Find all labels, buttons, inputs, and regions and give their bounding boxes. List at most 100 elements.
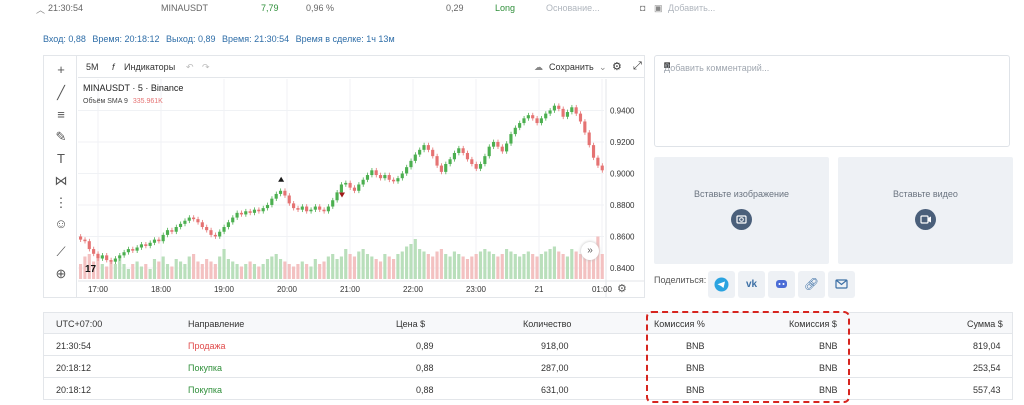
- volume-bar: [152, 259, 157, 279]
- email-share-button[interactable]: [828, 271, 855, 298]
- ruler-icon[interactable]: ⟋: [56, 244, 66, 259]
- candle: [452, 152, 456, 160]
- axis-settings-icon[interactable]: ⚙: [617, 283, 627, 295]
- candle: [574, 107, 578, 114]
- camera-icon[interactable]: [731, 209, 752, 230]
- smiley-icon[interactable]: ☺: [54, 216, 68, 231]
- volume-bar: [213, 264, 217, 279]
- copy-link-button[interactable]: 🔗︎: [798, 271, 825, 298]
- candle: [570, 107, 574, 113]
- candle: [239, 212, 243, 215]
- candle: [79, 236, 83, 240]
- fib-lines-icon[interactable]: ≡: [57, 107, 65, 122]
- candle: [370, 170, 374, 176]
- cell-fee-percent: BNB: [686, 341, 705, 351]
- x-tick-label: 21: [535, 285, 544, 294]
- candle: [522, 118, 526, 124]
- comment-input[interactable]: Добавить комментарий...: [654, 55, 1010, 147]
- cell-fee-percent: BNB: [686, 385, 705, 395]
- video-icon[interactable]: [915, 209, 936, 230]
- candle: [92, 249, 96, 254]
- volume-bar: [79, 264, 83, 279]
- table-row[interactable]: 21:30:54 Продажа 0,89 918,00 BNB BNB 819…: [44, 335, 1012, 356]
- indicators-button[interactable]: Индикаторы: [124, 62, 176, 72]
- candle: [100, 255, 104, 259]
- volume-bar: [513, 254, 517, 279]
- image-upload-area[interactable]: Вставьте изображение: [654, 157, 829, 264]
- telegram-share-button[interactable]: [708, 271, 735, 298]
- candle: [161, 234, 165, 242]
- candle: [544, 113, 548, 119]
- volume-bar: [161, 256, 165, 279]
- trade-value: 7,79: [261, 3, 279, 13]
- volume-bar: [383, 254, 387, 279]
- save-button[interactable]: Сохранить: [549, 62, 594, 72]
- video-upload-area[interactable]: Вставьте видео: [838, 157, 1013, 264]
- candle: [118, 255, 122, 259]
- volume-bar: [439, 249, 443, 279]
- pattern-icon[interactable]: ⋈: [54, 173, 68, 188]
- candle: [283, 190, 287, 196]
- discord-share-button[interactable]: [768, 271, 795, 298]
- candle: [126, 249, 130, 253]
- redo-icon[interactable]: ↷: [202, 62, 210, 72]
- camera-icon[interactable]: ◘: [640, 3, 646, 13]
- candle: [561, 108, 565, 117]
- cell-sum: 557,43: [973, 385, 1001, 395]
- settings-icon[interactable]: ⚙: [612, 61, 622, 73]
- function-icon[interactable]: f: [112, 62, 115, 72]
- zoom-icon[interactable]: ⊕: [55, 266, 67, 281]
- video-icon[interactable]: ▣: [654, 3, 663, 13]
- candle: [296, 208, 300, 210]
- volume-bar: [205, 259, 209, 279]
- reason-field[interactable]: Основание...: [546, 3, 600, 13]
- y-tick-label: 0.8400: [610, 264, 635, 273]
- candle: [531, 115, 535, 119]
- candle: [261, 208, 265, 212]
- volume-bar: [422, 251, 426, 279]
- y-tick-label: 0.8800: [610, 201, 635, 210]
- volume-bar: [361, 249, 365, 279]
- chevron-up-icon[interactable]: ︿: [36, 5, 46, 15]
- candle: [465, 152, 470, 160]
- vk-icon: vk: [745, 279, 758, 290]
- text-tool-icon[interactable]: T: [57, 151, 65, 166]
- volume-bar: [318, 264, 322, 279]
- volume-bar: [270, 256, 274, 279]
- table-row[interactable]: 20:18:12 Покупка 0,88 631,00 BNB BNB 557…: [44, 379, 1012, 400]
- volume-bar: [87, 254, 91, 279]
- scroll-to-latest-button[interactable]: »: [581, 242, 599, 260]
- prediction-icon[interactable]: ⋮: [54, 195, 68, 210]
- volume-bar: [135, 261, 139, 279]
- trendline-icon[interactable]: ╱: [57, 85, 65, 100]
- candle: [552, 105, 556, 111]
- chevron-down-icon[interactable]: ⌄: [599, 62, 607, 72]
- undo-icon[interactable]: ↶: [186, 62, 194, 72]
- x-tick-label: 17:00: [88, 285, 109, 294]
- candle: [365, 175, 370, 180]
- x-tick-label: 18:00: [151, 285, 172, 294]
- candle: [426, 145, 430, 150]
- candle: [583, 121, 587, 133]
- candle: [278, 190, 283, 194]
- candle: [405, 167, 409, 174]
- vk-share-button[interactable]: vk: [738, 271, 765, 298]
- candle: [591, 145, 596, 158]
- discord-icon: [776, 280, 787, 288]
- candle: [439, 165, 443, 172]
- volume-bar: [231, 261, 235, 279]
- add-button[interactable]: Добавить...: [668, 3, 716, 13]
- brush-icon[interactable]: ✎: [55, 129, 67, 144]
- fullscreen-icon[interactable]: ⤢: [633, 60, 642, 72]
- table-row[interactable]: 20:18:12 Покупка 0,88 287,00 BNB BNB 253…: [44, 357, 1012, 378]
- candle: [361, 179, 365, 185]
- candle: [448, 159, 452, 165]
- volume-bar: [278, 259, 283, 279]
- candle: [248, 211, 252, 213]
- volume-bar: [174, 259, 178, 279]
- screenshot-icon[interactable]: ◙: [664, 60, 671, 71]
- candle: [265, 204, 270, 209]
- crosshair-icon[interactable]: +: [57, 62, 65, 77]
- price-chart[interactable]: 0.9400 0.9200 0.9000 0.8800 0.8600 0.8400 17:…: [78, 79, 644, 297]
- interval-button[interactable]: 5M: [86, 62, 99, 72]
